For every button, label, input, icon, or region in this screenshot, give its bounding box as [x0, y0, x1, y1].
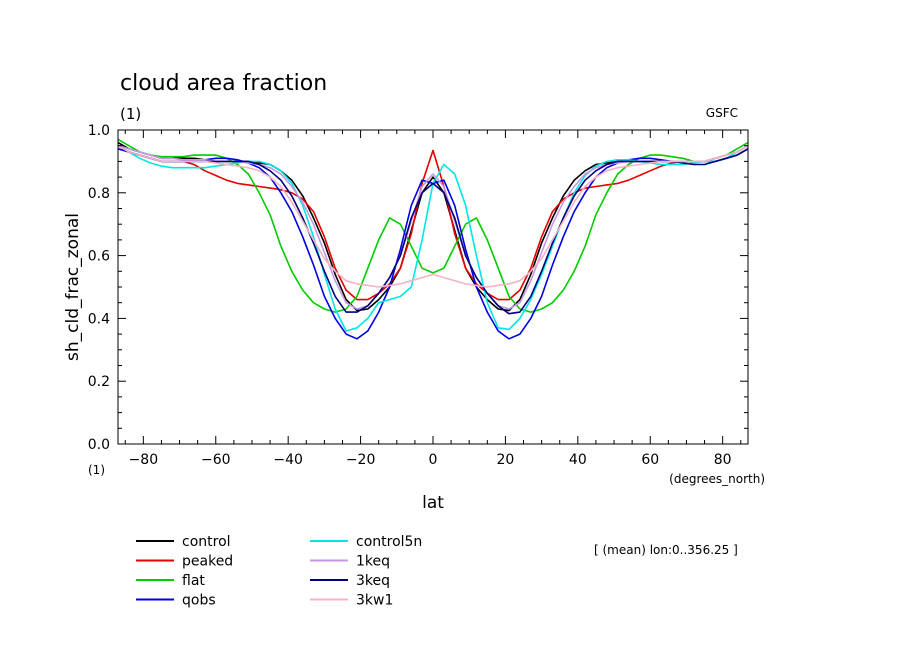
y-tick-label: 0.6 — [88, 249, 110, 265]
x-tick-label: −20 — [346, 452, 376, 468]
legend-label-control: control — [182, 534, 231, 550]
x-axis-label: lat — [422, 493, 444, 513]
legend-label-peaked: peaked — [182, 554, 233, 570]
y-axis-units: (1) — [88, 463, 105, 477]
x-tick-label: 0 — [429, 452, 438, 468]
x-tick-label: 80 — [714, 452, 732, 468]
plot-frame — [117, 129, 749, 445]
mean-annotation: [ (mean) lon:0..356.25 ] — [594, 543, 738, 557]
x-tick-label: 60 — [641, 452, 659, 468]
y-tick-label: 0.4 — [88, 311, 110, 327]
chart-title: cloud area fraction — [120, 71, 327, 96]
series-line-3keq — [117, 145, 749, 315]
series-line-flat — [117, 138, 749, 313]
x-tick-label: 20 — [496, 452, 514, 468]
x-tick-label: −40 — [273, 452, 303, 468]
legend-label-flat: flat — [182, 573, 205, 589]
y-tick-label: 0.8 — [88, 186, 110, 202]
series-line-3kw1 — [117, 145, 749, 288]
series-layer — [117, 138, 749, 340]
x-tick-label: −60 — [201, 452, 231, 468]
legend-label-qobs: qobs — [182, 593, 216, 609]
legend-label-3keq: 3keq — [356, 573, 390, 589]
y-tick-label: 1.0 — [88, 123, 110, 139]
x-axis-units: (degrees_north) — [669, 472, 765, 486]
legend-label-1keq: 1keq — [356, 554, 390, 570]
series-line-control — [117, 141, 749, 312]
chart-subtitle: (1) — [120, 105, 141, 123]
legend: control peaked flat qobs control5n 1keq 3keq 3k… — [136, 534, 422, 609]
legend-label-control5n: control5n — [356, 534, 422, 550]
y-tick-label: 0.2 — [88, 374, 110, 390]
legend-label-3kw1: 3kw1 — [356, 593, 393, 609]
source-label: GSFC — [706, 106, 738, 120]
x-tick-label: 40 — [569, 452, 587, 468]
axis-ticks: −80 −60 −40 −20 0 20 40 60 80 0.0 0.2 0.4 0.6 0.8 1.0 — [88, 123, 748, 468]
y-tick-label: 0.0 — [88, 437, 110, 453]
x-tick-label: −80 — [129, 452, 159, 468]
y-axis-label: sh_cld_frac_zonal — [63, 213, 83, 361]
series-line-peaked — [117, 145, 749, 301]
